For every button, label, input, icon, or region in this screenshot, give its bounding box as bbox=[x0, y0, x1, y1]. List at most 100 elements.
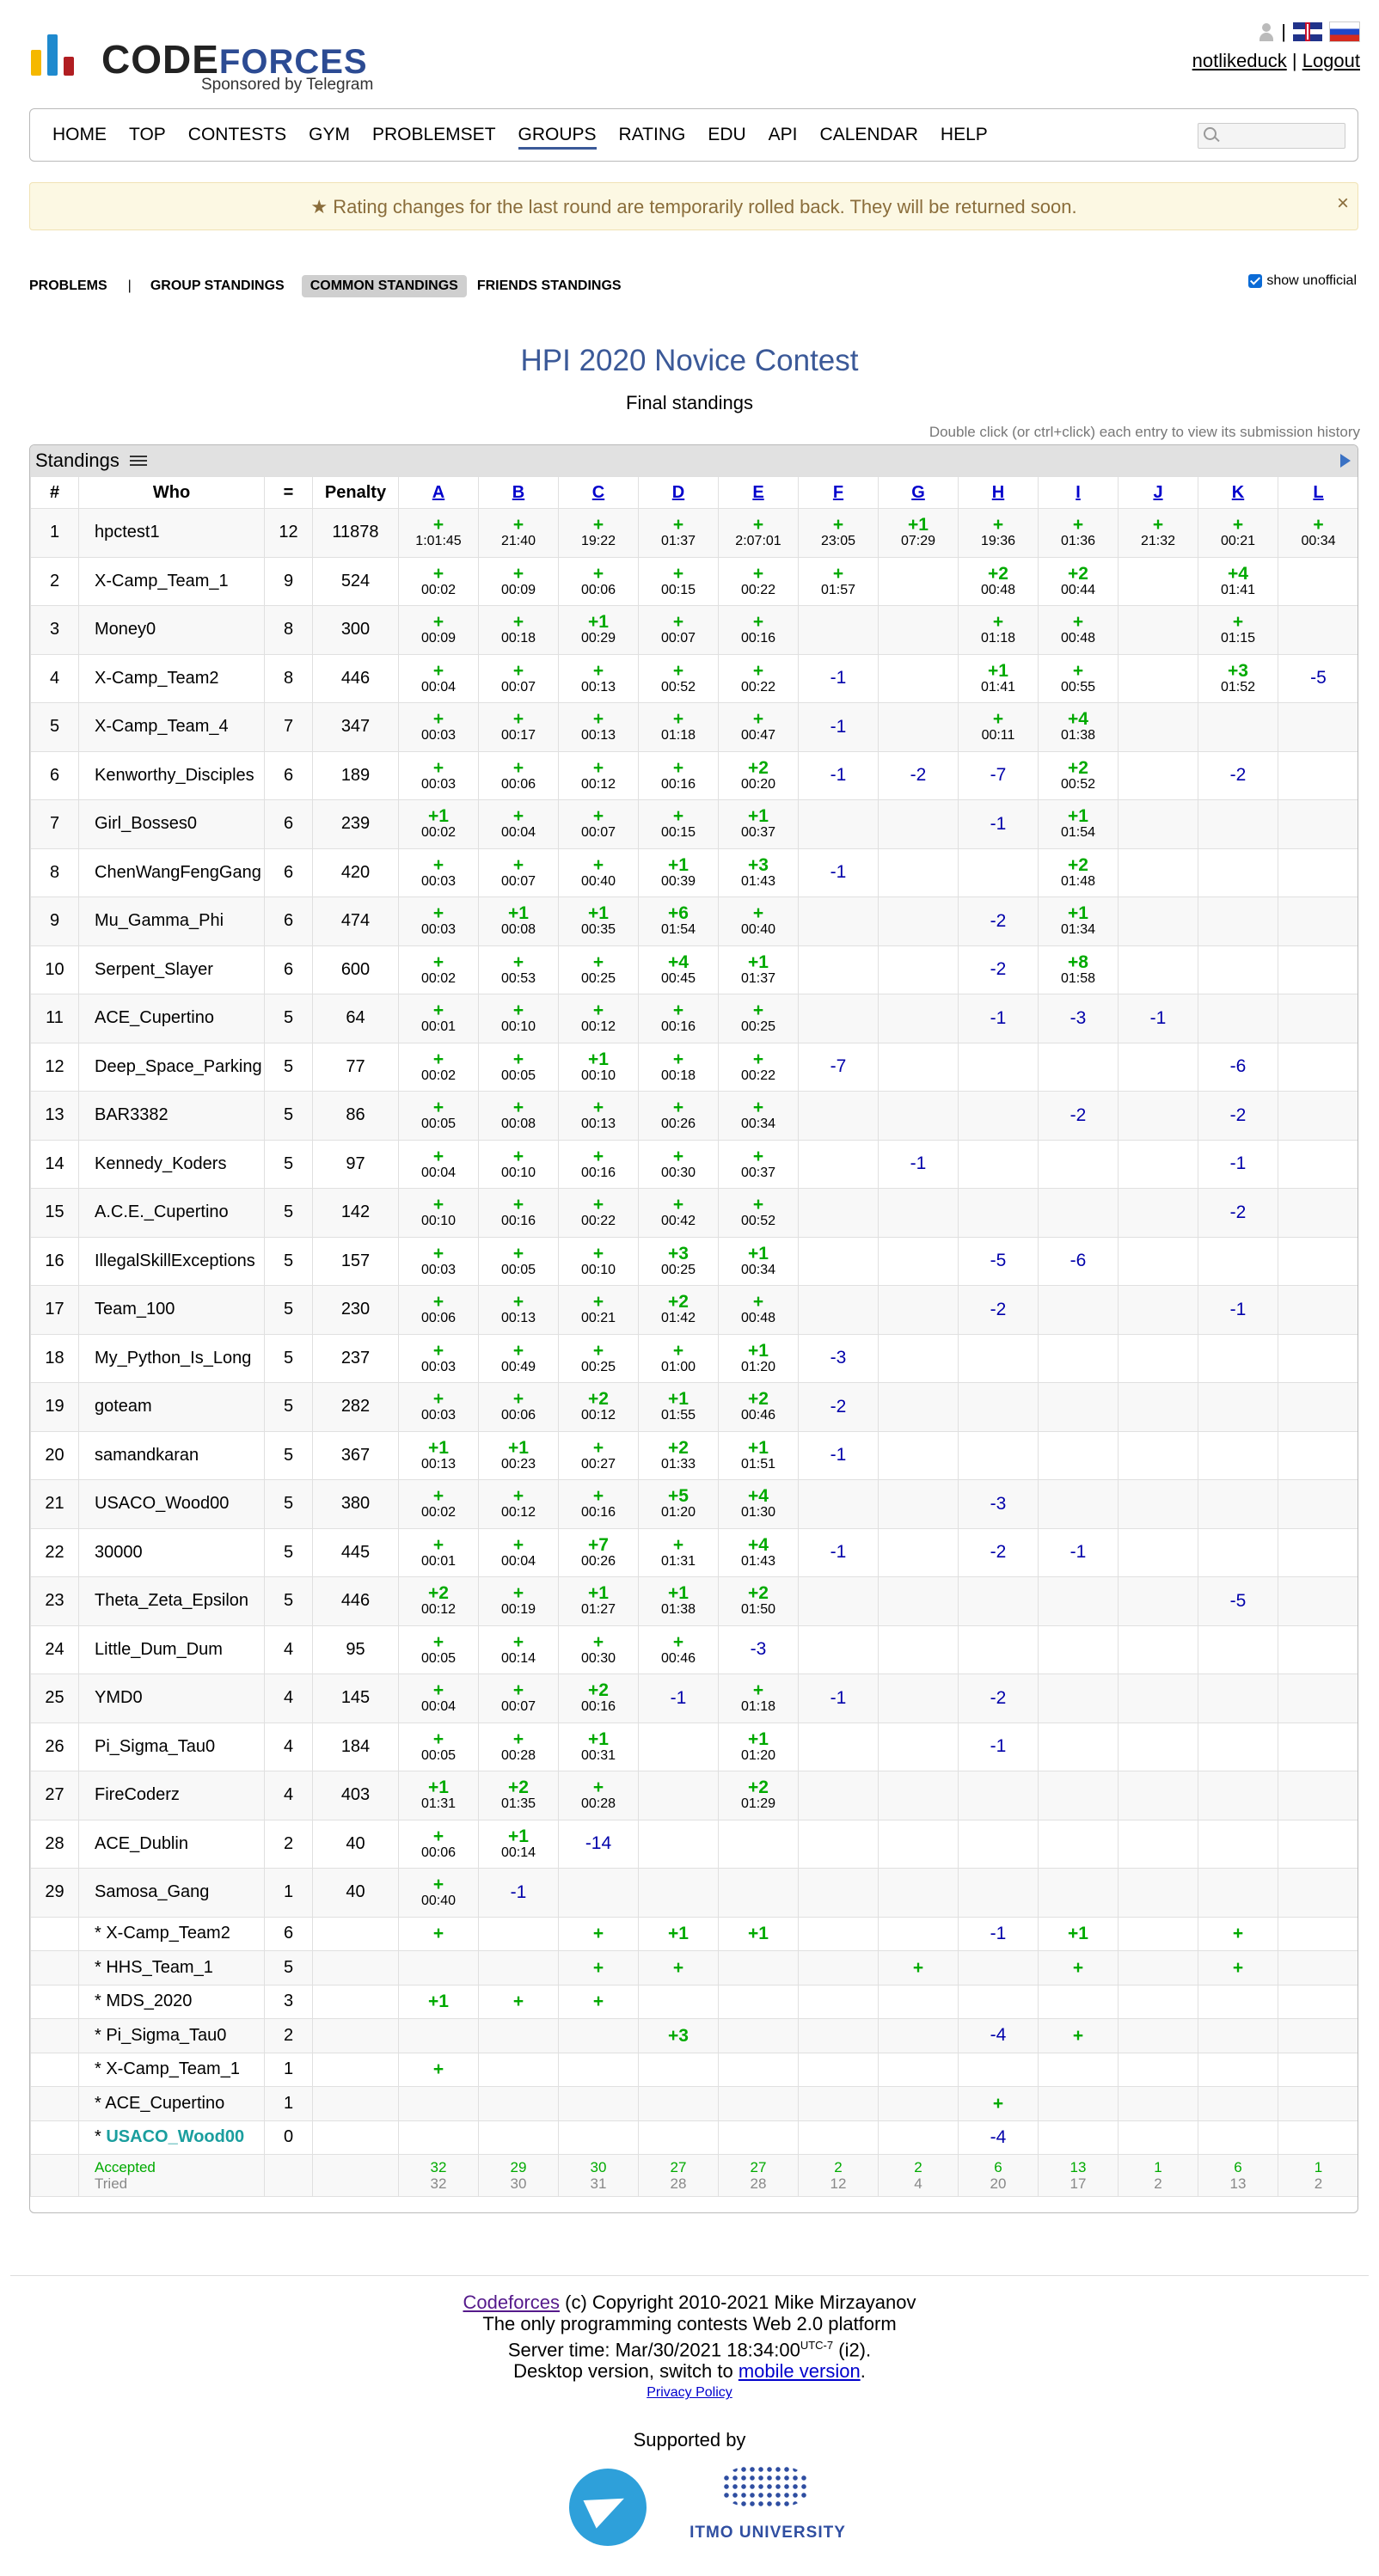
problem-cell[interactable] bbox=[1118, 1333, 1198, 1383]
problem-cell[interactable]: +00:04 bbox=[478, 799, 559, 849]
problem-cell[interactable]: -6 bbox=[1038, 1236, 1119, 1286]
participant-cell[interactable]: Girl_Bosses0 bbox=[78, 799, 265, 849]
menu-edu[interactable]: EDU bbox=[708, 125, 746, 144]
problem-header-i[interactable]: I bbox=[1038, 476, 1119, 509]
problem-cell[interactable]: +1 00:02 bbox=[398, 799, 479, 849]
problem-cell[interactable]: +4 00:45 bbox=[638, 945, 719, 994]
problem-cell[interactable] bbox=[1278, 2052, 1358, 2087]
participant-cell[interactable]: * HHS_Team_1 bbox=[78, 1950, 265, 1986]
codeforces-logo[interactable]: CODEFORCES Sponsored by Telegram bbox=[31, 31, 392, 100]
participant-cell[interactable]: * ACE_Cupertino bbox=[78, 2086, 265, 2121]
problem-cell[interactable]: -2 bbox=[958, 945, 1039, 994]
problem-cell[interactable]: +00:16 bbox=[558, 1139, 639, 1189]
problem-cell[interactable]: -1 bbox=[1038, 1527, 1119, 1577]
problem-cell[interactable] bbox=[1278, 896, 1358, 946]
problem-cell[interactable]: +01:37 bbox=[638, 508, 719, 558]
problem-cell[interactable] bbox=[1278, 1430, 1358, 1480]
problem-cell[interactable]: +7 00:26 bbox=[558, 1527, 639, 1577]
problem-cell[interactable]: -1 bbox=[798, 1527, 879, 1577]
problem-cell[interactable] bbox=[1278, 1673, 1358, 1723]
problem-cell[interactable]: -14 bbox=[558, 1819, 639, 1869]
problem-cell[interactable] bbox=[798, 1868, 879, 1918]
problem-cell[interactable] bbox=[878, 2120, 959, 2155]
problem-cell[interactable]: +00:40 bbox=[398, 1868, 479, 1918]
problem-cell[interactable]: + bbox=[558, 1984, 639, 2019]
problem-cell[interactable] bbox=[718, 1950, 799, 1986]
problem-cell[interactable] bbox=[1118, 847, 1198, 897]
problem-cell[interactable] bbox=[1198, 1722, 1278, 1771]
problem-cell[interactable]: +00:22 bbox=[718, 1042, 799, 1092]
problem-cell[interactable]: +00:27 bbox=[558, 1430, 639, 1480]
problem-cell[interactable] bbox=[1278, 1950, 1358, 1986]
problem-cell[interactable] bbox=[1118, 2120, 1198, 2155]
problem-cell[interactable] bbox=[1278, 799, 1358, 849]
problem-cell[interactable]: +21:40 bbox=[478, 508, 559, 558]
problem-cell[interactable]: +4 01:30 bbox=[718, 1479, 799, 1529]
problem-cell[interactable]: -2 bbox=[1038, 1091, 1119, 1141]
problem-cell[interactable]: + bbox=[558, 1950, 639, 1986]
problem-cell[interactable] bbox=[718, 1868, 799, 1918]
problem-cell[interactable] bbox=[718, 1984, 799, 2019]
problem-cell[interactable] bbox=[878, 1479, 959, 1529]
problem-cell[interactable] bbox=[1118, 945, 1198, 994]
problem-cell[interactable]: +00:18 bbox=[638, 1042, 719, 1092]
problem-cell[interactable] bbox=[1278, 1333, 1358, 1383]
problem-cell[interactable] bbox=[878, 2018, 959, 2053]
problem-cell[interactable]: +00:05 bbox=[478, 1236, 559, 1286]
problem-cell[interactable]: +00:01 bbox=[398, 1527, 479, 1577]
participant-cell[interactable]: YMD0 bbox=[78, 1673, 265, 1723]
participant-cell[interactable]: Kennedy_Koders bbox=[78, 1139, 265, 1189]
problem-cell[interactable]: +1 00:34 bbox=[718, 1236, 799, 1286]
problem-cell[interactable] bbox=[478, 2120, 559, 2155]
participant-cell[interactable]: 30000 bbox=[78, 1527, 265, 1577]
problem-cell[interactable]: -1 bbox=[798, 1430, 879, 1480]
participant-cell[interactable]: ChenWangFengGang bbox=[78, 847, 265, 897]
problem-cell[interactable] bbox=[1118, 1285, 1198, 1335]
problem-cell[interactable]: -1 bbox=[478, 1868, 559, 1918]
problem-cell[interactable] bbox=[1278, 1479, 1358, 1529]
participant-cell[interactable]: Mu_Gamma_Phi bbox=[78, 896, 265, 946]
participant-cell[interactable]: * X-Camp_Team_1 bbox=[78, 2052, 265, 2087]
problem-cell[interactable] bbox=[718, 2120, 799, 2155]
problem-cell[interactable]: +00:03 bbox=[398, 847, 479, 897]
problem-cell[interactable]: +00:04 bbox=[478, 1527, 559, 1577]
problem-cell[interactable]: +00:53 bbox=[478, 945, 559, 994]
problem-cell[interactable]: +00:08 bbox=[478, 1091, 559, 1141]
problem-header-d[interactable]: D bbox=[638, 476, 719, 509]
problem-header-g[interactable]: G bbox=[878, 476, 959, 509]
problem-cell[interactable]: +00:21 bbox=[1198, 508, 1278, 558]
problem-cell[interactable]: +00:30 bbox=[638, 1139, 719, 1189]
participant-cell[interactable]: Deep_Space_Parking bbox=[78, 1042, 265, 1092]
menu-rating[interactable]: RATING bbox=[618, 125, 686, 144]
problem-cell[interactable]: -3 bbox=[958, 1479, 1039, 1529]
problem-cell[interactable] bbox=[958, 1188, 1039, 1238]
problem-cell[interactable]: +00:17 bbox=[478, 702, 559, 752]
problem-cell[interactable]: +00:16 bbox=[718, 605, 799, 655]
problem-cell[interactable] bbox=[1118, 750, 1198, 800]
problem-cell[interactable] bbox=[878, 945, 959, 994]
menu-help[interactable]: HELP bbox=[940, 125, 988, 144]
problem-cell[interactable] bbox=[958, 1819, 1039, 1869]
problem-cell[interactable] bbox=[1118, 1430, 1198, 1480]
problem-cell[interactable] bbox=[1038, 1819, 1119, 1869]
problem-cell[interactable] bbox=[1038, 1188, 1119, 1238]
problem-cell[interactable] bbox=[878, 1819, 959, 1869]
problem-cell[interactable] bbox=[1038, 1430, 1119, 1480]
problem-cell[interactable] bbox=[1118, 1188, 1198, 1238]
problem-cell[interactable]: +00:49 bbox=[478, 1333, 559, 1383]
participant-cell[interactable]: X-Camp_Team2 bbox=[78, 653, 265, 703]
problem-cell[interactable] bbox=[958, 1042, 1039, 1092]
problem-cell[interactable]: +00:10 bbox=[558, 1236, 639, 1286]
participant-cell[interactable]: Kenworthy_Disciples bbox=[78, 750, 265, 800]
problem-cell[interactable]: +00:12 bbox=[558, 994, 639, 1043]
problem-cell[interactable]: +00:02 bbox=[398, 1042, 479, 1092]
participant-cell[interactable]: ACE_Dublin bbox=[78, 1819, 265, 1869]
problem-cell[interactable]: +00:16 bbox=[478, 1188, 559, 1238]
problem-cell[interactable] bbox=[958, 1139, 1039, 1189]
problem-cell[interactable]: +00:07 bbox=[478, 1673, 559, 1723]
problem-cell[interactable] bbox=[1278, 2120, 1358, 2155]
problem-cell[interactable]: + bbox=[478, 1984, 559, 2019]
problem-cell[interactable]: +4 01:43 bbox=[718, 1527, 799, 1577]
participant-cell[interactable]: hpctest1 bbox=[78, 508, 265, 558]
problem-cell[interactable] bbox=[1278, 1819, 1358, 1869]
